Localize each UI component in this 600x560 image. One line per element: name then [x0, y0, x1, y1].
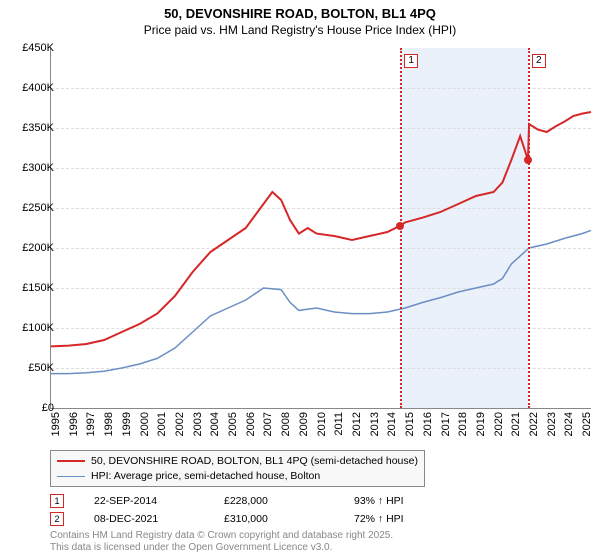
legend-item: HPI: Average price, semi-detached house,…	[57, 469, 418, 484]
plot-area: 12	[50, 48, 591, 409]
xtick-label: 2012	[351, 412, 363, 436]
xtick-label: 2021	[510, 412, 522, 436]
xtick-label: 2014	[386, 412, 398, 436]
xtick-label: 2005	[227, 412, 239, 436]
ytick-label: £400K	[22, 82, 54, 94]
xtick-label: 2001	[156, 412, 168, 436]
xtick-label: 2009	[298, 412, 310, 436]
chart-container: 50, DEVONSHIRE ROAD, BOLTON, BL1 4PQ Pri…	[0, 0, 600, 560]
xtick-label: 2006	[245, 412, 257, 436]
footer-attribution: Contains HM Land Registry data © Crown c…	[50, 530, 393, 554]
xtick-label: 1999	[121, 412, 133, 436]
xtick-label: 2025	[581, 412, 593, 436]
xtick-label: 2020	[493, 412, 505, 436]
sale-vline-label: 2	[532, 54, 546, 68]
xtick-label: 1998	[103, 412, 115, 436]
ytick-label: £50K	[28, 362, 54, 374]
xtick-label: 2008	[280, 412, 292, 436]
legend-label: 50, DEVONSHIRE ROAD, BOLTON, BL1 4PQ (se…	[91, 454, 418, 469]
sale-date: 22-SEP-2014	[94, 495, 224, 507]
legend-swatch	[57, 476, 85, 477]
xtick-label: 2015	[404, 412, 416, 436]
xtick-label: 2024	[563, 412, 575, 436]
legend-swatch	[57, 460, 85, 462]
line-chart-svg	[51, 48, 591, 408]
xtick-label: 2018	[457, 412, 469, 436]
ytick-label: £100K	[22, 322, 54, 334]
sale-marker	[396, 222, 404, 230]
sale-number-badge: 2	[50, 512, 64, 526]
xtick-label: 2010	[316, 412, 328, 436]
legend-item: 50, DEVONSHIRE ROAD, BOLTON, BL1 4PQ (se…	[57, 454, 418, 469]
xtick-label: 1997	[85, 412, 97, 436]
chart-title-line1: 50, DEVONSHIRE ROAD, BOLTON, BL1 4PQ	[0, 0, 600, 23]
chart-title-line2: Price paid vs. HM Land Registry's House …	[0, 23, 600, 41]
sale-vline-label: 1	[404, 54, 418, 68]
legend-label: HPI: Average price, semi-detached house,…	[91, 469, 320, 484]
xtick-label: 2003	[192, 412, 204, 436]
sale-hpi: 72% ↑ HPI	[354, 513, 484, 525]
sale-row: 2 08-DEC-2021£310,00072% ↑ HPI	[50, 510, 484, 528]
series-line	[51, 230, 591, 373]
xtick-label: 2007	[262, 412, 274, 436]
sale-marker	[524, 156, 532, 164]
ytick-label: £150K	[22, 282, 54, 294]
sale-date: 08-DEC-2021	[94, 513, 224, 525]
legend: 50, DEVONSHIRE ROAD, BOLTON, BL1 4PQ (se…	[50, 450, 425, 487]
ytick-label: £300K	[22, 162, 54, 174]
xtick-label: 2017	[440, 412, 452, 436]
footer-line1: Contains HM Land Registry data © Crown c…	[50, 530, 393, 542]
series-line	[51, 112, 591, 346]
ytick-label: £250K	[22, 202, 54, 214]
sale-price: £228,000	[224, 495, 354, 507]
xtick-label: 2004	[209, 412, 221, 436]
footer-line2: This data is licensed under the Open Gov…	[50, 542, 393, 554]
sale-vline	[528, 48, 530, 408]
xtick-label: 2002	[174, 412, 186, 436]
sale-price: £310,000	[224, 513, 354, 525]
sale-number-badge: 1	[50, 494, 64, 508]
xtick-label: 2011	[333, 412, 345, 436]
ytick-label: £350K	[22, 122, 54, 134]
xtick-label: 2019	[475, 412, 487, 436]
ytick-label: £450K	[22, 42, 54, 54]
ytick-label: £200K	[22, 242, 54, 254]
xtick-label: 1996	[68, 412, 80, 436]
xtick-label: 2016	[422, 412, 434, 436]
sales-table: 1 22-SEP-2014£228,00093% ↑ HPI 2 08-DEC-202…	[50, 492, 484, 528]
xtick-label: 2022	[528, 412, 540, 436]
xtick-label: 2023	[546, 412, 558, 436]
sale-row: 1 22-SEP-2014£228,00093% ↑ HPI	[50, 492, 484, 510]
xtick-label: 2013	[369, 412, 381, 436]
sale-hpi: 93% ↑ HPI	[354, 495, 484, 507]
xtick-label: 1995	[50, 412, 62, 436]
xtick-label: 2000	[139, 412, 151, 436]
